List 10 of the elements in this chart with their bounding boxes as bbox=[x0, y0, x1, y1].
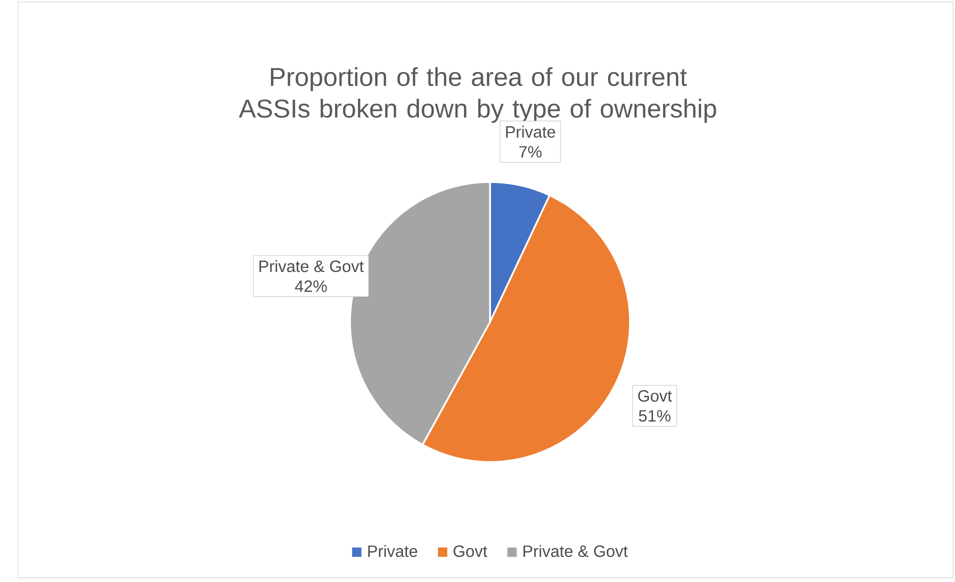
slice-label: Private bbox=[506, 126, 556, 138]
slice-label: Govt bbox=[638, 390, 672, 402]
chart-title: Proportion of the area of our current ASSIs broken down by type of ownership bbox=[238, 67, 716, 123]
data-label: 42% bbox=[294, 280, 327, 292]
legend-label: Private & Govt bbox=[524, 544, 628, 558]
legend-label: Private bbox=[368, 544, 418, 558]
slice-label: Private & Govt bbox=[259, 260, 364, 272]
legend-label: Govt bbox=[454, 545, 488, 558]
data-label: 7% bbox=[519, 146, 542, 158]
data-label: 51% bbox=[638, 410, 670, 422]
